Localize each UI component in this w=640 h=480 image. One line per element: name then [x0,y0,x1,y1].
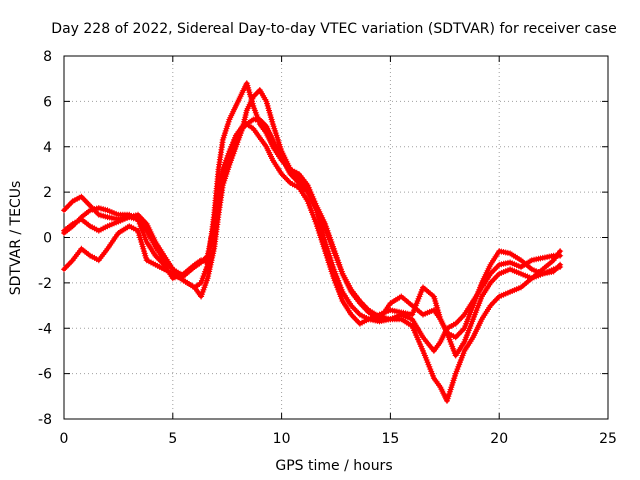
y-axis-label: SDTVAR / TECUs [8,181,24,296]
y-tick-label: -2 [38,276,52,292]
y-tick-label: 6 [43,94,52,110]
data-series [61,121,564,341]
x-tick-label: 0 [60,431,69,447]
tick-layer: 0 5 10 15 20 25 -8 -6 -4 -2 0 2 4 6 8 [38,49,617,447]
data-series [61,87,564,404]
y-tick-label: -4 [38,321,52,337]
y-tick-label: 2 [43,185,52,201]
x-axis-label: GPS time / hours [275,458,392,474]
series-line [62,88,563,403]
data-point [557,261,564,268]
data-layer [61,80,564,404]
y-tick-label: 8 [43,49,52,65]
x-tick-label: 15 [381,431,399,447]
y-tick-label: 0 [43,231,52,247]
data-point [557,248,564,255]
x-tick-label: 5 [168,431,177,447]
y-tick-label: 4 [43,140,52,156]
y-tick-label: -6 [38,367,52,383]
x-tick-label: 10 [273,431,291,447]
chart-title: Day 228 of 2022, Sidereal Day-to-day VTE… [51,21,616,37]
x-tick-label: 25 [599,431,617,447]
y-tick-label: -8 [38,412,52,428]
x-tick-label: 20 [490,431,508,447]
